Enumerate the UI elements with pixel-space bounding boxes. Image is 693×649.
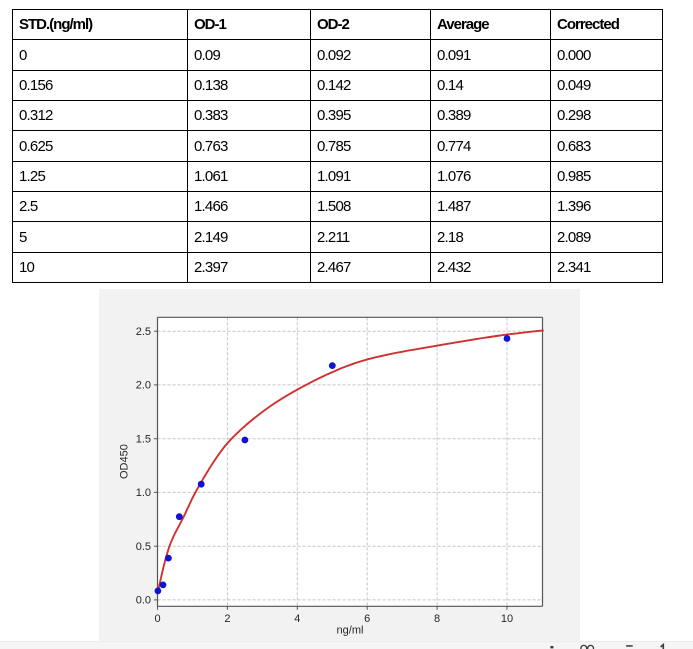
svg-text:1.0: 1.0 bbox=[136, 487, 151, 499]
svg-text:0.5: 0.5 bbox=[136, 541, 151, 553]
svg-text:2.5: 2.5 bbox=[136, 326, 151, 338]
svg-text:OD450: OD450 bbox=[119, 444, 131, 479]
svg-text:0.0: 0.0 bbox=[136, 595, 151, 607]
svg-text:10: 10 bbox=[501, 613, 513, 625]
svg-text:0: 0 bbox=[154, 613, 160, 625]
svg-text:6: 6 bbox=[364, 613, 370, 625]
svg-text:2.0: 2.0 bbox=[136, 380, 151, 392]
svg-text:ng/ml: ng/ml bbox=[337, 625, 364, 637]
svg-text:2: 2 bbox=[224, 613, 230, 625]
svg-text:1.5: 1.5 bbox=[136, 433, 151, 445]
svg-text:8: 8 bbox=[434, 613, 440, 625]
svg-text:4: 4 bbox=[294, 613, 300, 625]
